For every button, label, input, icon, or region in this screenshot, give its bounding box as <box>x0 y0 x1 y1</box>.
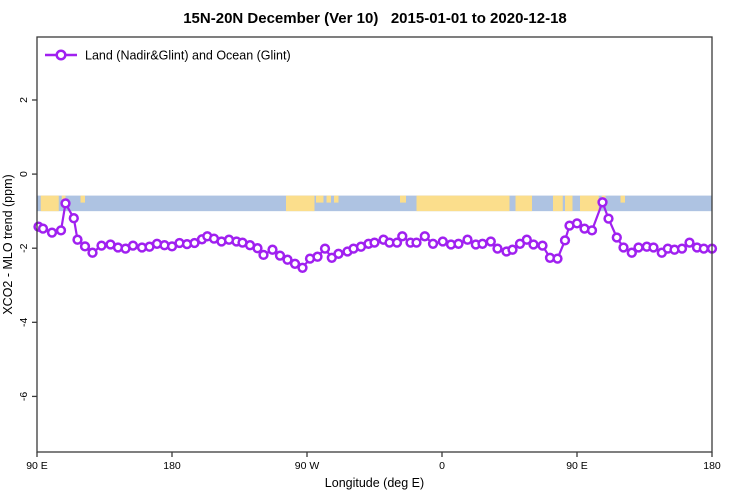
land-patch <box>286 195 315 212</box>
land-patch <box>416 195 510 212</box>
data-point <box>189 237 200 249</box>
data-point <box>552 253 563 264</box>
land-patch <box>40 195 59 212</box>
data-point <box>611 232 622 243</box>
x-tick-label: 0 <box>439 460 445 472</box>
data-point <box>698 243 709 254</box>
x-tick-label: 90 W <box>295 460 320 472</box>
y-axis-label: XCO2 - MLO trend (ppm) <box>1 174 15 314</box>
data-point <box>492 243 503 254</box>
data-point <box>597 197 608 208</box>
chart-title: 15N-20N December (Ver 10) 2015-01-01 to … <box>183 10 567 27</box>
data-point <box>60 198 71 209</box>
data-point <box>626 247 637 258</box>
data-point <box>282 254 293 265</box>
map-band <box>37 195 712 212</box>
land-island-patch <box>620 195 625 203</box>
data-point <box>127 240 139 251</box>
data-point <box>528 239 539 250</box>
land-island-patch <box>80 195 85 203</box>
land-island-patch <box>334 195 339 203</box>
data-point <box>289 258 301 269</box>
legend-series-marker-icon <box>55 49 67 61</box>
land-island-patch <box>400 195 406 203</box>
data-point <box>252 243 263 254</box>
series-line <box>37 201 714 269</box>
data-point <box>521 234 532 245</box>
data-point <box>427 238 439 249</box>
plot-frame <box>36 36 713 453</box>
data-point <box>96 240 107 251</box>
x-tick-label: 90 E <box>26 460 48 472</box>
data-point <box>676 243 688 254</box>
y-tick-label: 0 <box>18 171 30 177</box>
data-point <box>333 248 344 259</box>
data-point <box>68 213 79 224</box>
data-point <box>684 237 695 248</box>
data-series <box>33 197 718 273</box>
plot-box <box>36 36 713 453</box>
data-point <box>274 250 286 261</box>
data-point <box>648 242 659 253</box>
land-patch <box>515 195 532 212</box>
data-point <box>453 238 464 249</box>
data-point <box>586 225 598 236</box>
x-axis: 90 E 180 90 W 0 90 E 180 <box>26 452 721 472</box>
y-axis: 2 0 -2 -4 -6 <box>18 97 37 401</box>
data-point <box>419 231 430 242</box>
data-point <box>37 223 49 234</box>
x-tick-label: 180 <box>163 460 181 472</box>
data-point <box>46 227 58 238</box>
data-point <box>55 225 67 236</box>
data-point <box>267 244 278 255</box>
data-point <box>462 234 473 245</box>
ocean-band <box>37 195 712 212</box>
y-tick-label: 2 <box>18 97 30 103</box>
data-point <box>411 237 422 248</box>
data-point <box>477 238 488 249</box>
legend-label: Land (Nadir&Glint) and Ocean (Glint) <box>85 49 291 63</box>
data-point <box>258 249 269 261</box>
x-tick-label: 180 <box>703 460 721 472</box>
data-point <box>72 234 83 245</box>
land-island-patch <box>326 195 331 203</box>
y-tick-label: -6 <box>18 392 30 401</box>
x-axis-label: Longitude (deg E) <box>325 476 424 490</box>
land-patch <box>565 195 573 212</box>
data-point <box>297 262 308 273</box>
data-point <box>397 231 408 242</box>
y-tick-label: -2 <box>18 243 30 252</box>
x-tick-label: 90 E <box>566 460 588 472</box>
land-patch <box>553 195 563 212</box>
legend: Land (Nadir&Glint) and Ocean (Glint) <box>45 49 291 63</box>
data-point <box>571 218 583 229</box>
data-point <box>369 237 380 248</box>
data-point <box>437 236 448 247</box>
data-point <box>312 251 323 262</box>
land-patch <box>580 195 599 212</box>
data-point <box>618 242 629 253</box>
data-point <box>507 244 518 255</box>
data-point <box>391 237 403 248</box>
land-island-patch <box>316 195 324 203</box>
y-tick-label: -4 <box>18 317 30 326</box>
data-point <box>559 235 571 246</box>
data-point <box>603 213 614 224</box>
data-point <box>319 243 331 254</box>
data-point <box>79 241 91 252</box>
data-point <box>485 236 496 247</box>
data-point <box>537 240 548 251</box>
data-point <box>633 242 644 253</box>
data-point <box>87 247 98 258</box>
